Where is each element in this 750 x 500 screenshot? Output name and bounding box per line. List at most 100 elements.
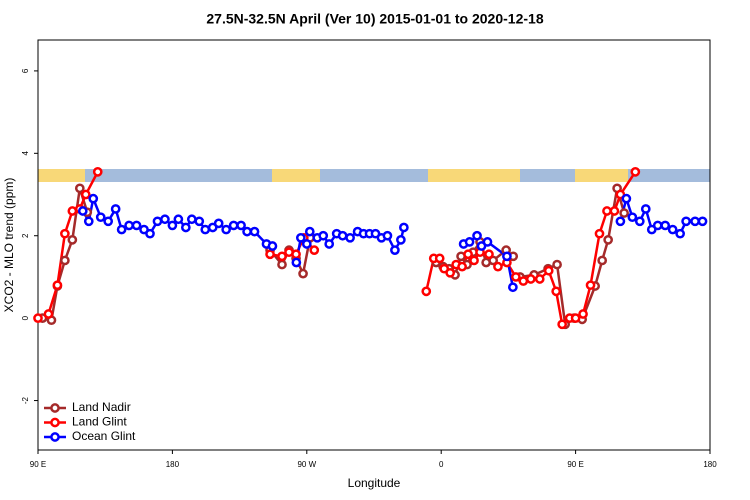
data-point [131, 220, 142, 231]
data-point [242, 226, 252, 237]
data-point [324, 239, 335, 249]
data-point [627, 212, 638, 223]
data-point [660, 220, 671, 231]
data-point [634, 216, 645, 227]
x-tick-label: 180 [703, 460, 717, 469]
data-point [337, 230, 348, 241]
data-point [228, 220, 239, 231]
data-point [675, 228, 685, 239]
y-tick-label: -2 [21, 396, 30, 404]
data-point [33, 313, 43, 323]
data-point [60, 255, 70, 266]
data-point [67, 206, 78, 216]
x-tick-label: 90 W [297, 460, 316, 469]
data-point [52, 280, 63, 291]
data-point [681, 216, 691, 227]
data-point [236, 220, 246, 231]
data-point [103, 216, 114, 227]
legend-marker [50, 403, 60, 413]
data-point [482, 237, 493, 247]
data-point [95, 212, 106, 223]
x-axis-label: Longitude [348, 476, 401, 490]
y-axis-label: XCO2 - MLO trend (ppm) [2, 178, 16, 313]
x-tick-label: 0 [439, 460, 444, 469]
data-point [277, 259, 287, 270]
data-point [543, 265, 554, 276]
series-line [42, 187, 626, 326]
data-point [110, 204, 121, 214]
data-point [295, 232, 306, 243]
data-point [77, 206, 88, 216]
data-point [116, 224, 127, 235]
x-tick-label: 90 E [567, 460, 583, 469]
data-point [152, 216, 163, 227]
data-point [200, 224, 211, 235]
series-line [37, 171, 637, 326]
data-point [518, 276, 529, 286]
data-point [603, 234, 614, 245]
data-point [318, 230, 329, 241]
data-point [399, 222, 409, 233]
x-tick-label: 180 [166, 460, 180, 469]
data-point [619, 208, 629, 218]
data-point [221, 224, 232, 235]
data-point [570, 313, 581, 323]
data-point [173, 214, 184, 225]
legend-label: Land Glint [72, 415, 127, 429]
data-point [43, 309, 54, 319]
data-point [597, 255, 608, 266]
data-point [484, 249, 494, 260]
data-point [502, 251, 512, 262]
data-point [194, 216, 205, 227]
y-tick-label: 0 [21, 315, 30, 320]
data-point [277, 251, 287, 262]
data-point [304, 226, 315, 237]
data-point [67, 234, 78, 245]
data-point [630, 167, 641, 177]
chart-title: 27.5N-32.5N April (Ver 10) 2015-01-01 to… [206, 11, 543, 27]
data-point [145, 228, 155, 239]
data-point [88, 193, 99, 204]
data-point [167, 220, 178, 231]
x-tick-label: 90 E [30, 460, 46, 469]
data-point [464, 237, 475, 247]
legend-marker [50, 417, 60, 428]
data-point [265, 249, 275, 260]
legend-label: Land Nadir [72, 400, 131, 414]
data-point [92, 167, 103, 177]
data-point [640, 204, 651, 214]
data-point [511, 272, 521, 282]
legend-label: Ocean Glint [72, 429, 136, 443]
data-point [615, 216, 626, 227]
data-point [578, 309, 588, 319]
data-point [534, 274, 545, 284]
data-point [434, 253, 445, 264]
data-point [396, 234, 406, 245]
data-point [60, 228, 70, 239]
data-point [382, 230, 393, 241]
data-point [493, 261, 503, 272]
data-point [551, 286, 562, 297]
land-ocean-band [38, 169, 710, 182]
data-point [160, 214, 170, 225]
data-point [301, 239, 312, 249]
data-point [186, 214, 197, 225]
data-point [457, 261, 467, 272]
data-point [80, 189, 91, 200]
data-point [291, 257, 302, 268]
data-point [488, 255, 499, 266]
y-tick-label: 6 [21, 68, 30, 73]
data-point [309, 245, 320, 256]
data-point [557, 319, 568, 330]
data-point [124, 220, 134, 231]
data-point [472, 230, 482, 241]
data-point [508, 282, 518, 293]
data-point [267, 241, 278, 251]
data-point [463, 249, 473, 260]
data-point [585, 280, 596, 291]
y-tick-label: 2 [21, 233, 30, 238]
data-point [291, 249, 301, 260]
data-point [609, 206, 620, 216]
